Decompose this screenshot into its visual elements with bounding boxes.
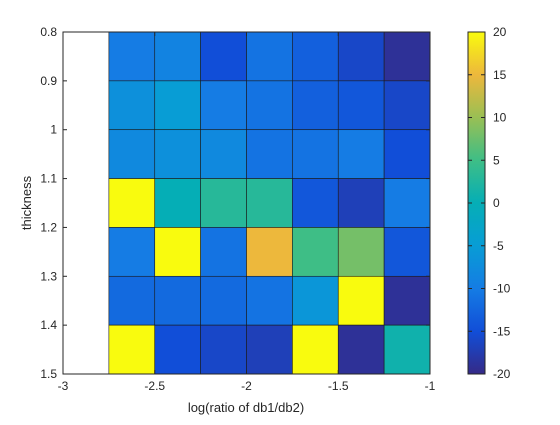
heatmap-cells <box>108 31 431 375</box>
heatmap-cell <box>108 178 156 228</box>
heatmap-cell <box>292 275 339 326</box>
heatmap-cell <box>383 324 431 375</box>
heatmap-cell <box>154 324 201 375</box>
heatmap-cell <box>154 227 201 277</box>
colorbar-tick-label: -15 <box>493 324 511 338</box>
heatmap-cell <box>108 80 156 131</box>
heatmap-cell <box>200 80 247 131</box>
heatmap-cell <box>337 275 385 326</box>
y-tick-label: 1.5 <box>40 367 57 381</box>
heatmap-cell <box>200 178 247 228</box>
colorbar-tick-label: 10 <box>493 111 507 125</box>
x-axis: -3 -2.5 -2 -1.5 -1 <box>58 32 436 393</box>
heatmap-cell <box>108 275 156 326</box>
colorbar-tick-label: 5 <box>493 153 500 167</box>
y-tick-label: 1 <box>50 123 57 137</box>
heatmap-cell <box>200 31 247 82</box>
x-axis-label: log(ratio of db1/db2) <box>188 400 304 415</box>
x-tick-label: -2 <box>241 379 252 393</box>
heatmap-cell <box>154 31 201 82</box>
x-tick-label: -2.5 <box>144 379 165 393</box>
y-tick-label: 1.4 <box>40 318 57 332</box>
heatmap-cell <box>246 129 293 179</box>
heatmap-cell <box>337 129 385 179</box>
colorbar-tick-label: -5 <box>493 239 504 253</box>
x-tick-label: -3 <box>58 379 69 393</box>
heatmap-cell <box>383 31 431 82</box>
heatmap-cell <box>383 227 431 277</box>
y-tick-label: 0.8 <box>40 25 57 39</box>
heatmap-cell <box>154 129 201 179</box>
heatmap-cell <box>108 227 156 277</box>
colorbar-tick-label: 15 <box>493 68 507 82</box>
heatmap-cell <box>337 227 385 277</box>
heatmap-cell <box>246 178 293 228</box>
colorbar-tick-label: 0 <box>493 196 500 210</box>
colorbar-tick-label: -20 <box>493 367 511 381</box>
x-tick-label: -1.5 <box>328 379 349 393</box>
heatmap-cell <box>200 129 247 179</box>
heatmap-cell <box>337 80 385 131</box>
heatmap-cell <box>108 31 156 82</box>
heatmap-cell <box>246 31 293 82</box>
heatmap-cell <box>383 80 431 131</box>
y-tick-label: 1.2 <box>40 220 57 234</box>
colorbar-tick-label: 20 <box>493 25 507 39</box>
heatmap-cell <box>246 227 293 277</box>
heatmap-cell <box>154 275 201 326</box>
heatmap-cell <box>246 324 293 375</box>
heatmap-cell <box>108 129 156 179</box>
colorbar: -20 -15 -10 -5 0 5 10 15 20 <box>467 25 511 381</box>
heatmap-cell <box>383 275 431 326</box>
heatmap-cell <box>383 178 431 228</box>
colorbar-tick-label: -10 <box>493 282 511 296</box>
y-tick-label: 1.1 <box>40 172 57 186</box>
y-axis: 0.8 0.9 1 1.1 1.2 1.3 1.4 1.5 <box>40 25 430 381</box>
heatmap-cell <box>337 31 385 82</box>
heatmap-cell <box>246 275 293 326</box>
heatmap-cell <box>292 80 339 131</box>
heatmap-cell <box>154 80 201 131</box>
heatmap-cell <box>292 227 339 277</box>
heatmap-cell <box>200 275 247 326</box>
heatmap-cell <box>108 324 156 375</box>
heatmap-cell <box>200 324 247 375</box>
heatmap-cell <box>292 324 339 375</box>
heatmap-cell <box>337 178 385 228</box>
heatmap-cell <box>246 80 293 131</box>
heatmap-cell <box>292 178 339 228</box>
heatmap-cell <box>292 31 339 82</box>
heatmap-cell <box>154 178 201 228</box>
y-tick-label: 1.3 <box>40 269 57 283</box>
y-axis-label: thickness <box>19 175 34 230</box>
heatmap-cell <box>200 227 247 277</box>
x-tick-label: -1 <box>425 379 436 393</box>
heatmap-cell <box>292 129 339 179</box>
heatmap-cell <box>383 129 431 179</box>
heatmap-cell <box>337 324 385 375</box>
y-tick-label: 0.9 <box>40 74 57 88</box>
